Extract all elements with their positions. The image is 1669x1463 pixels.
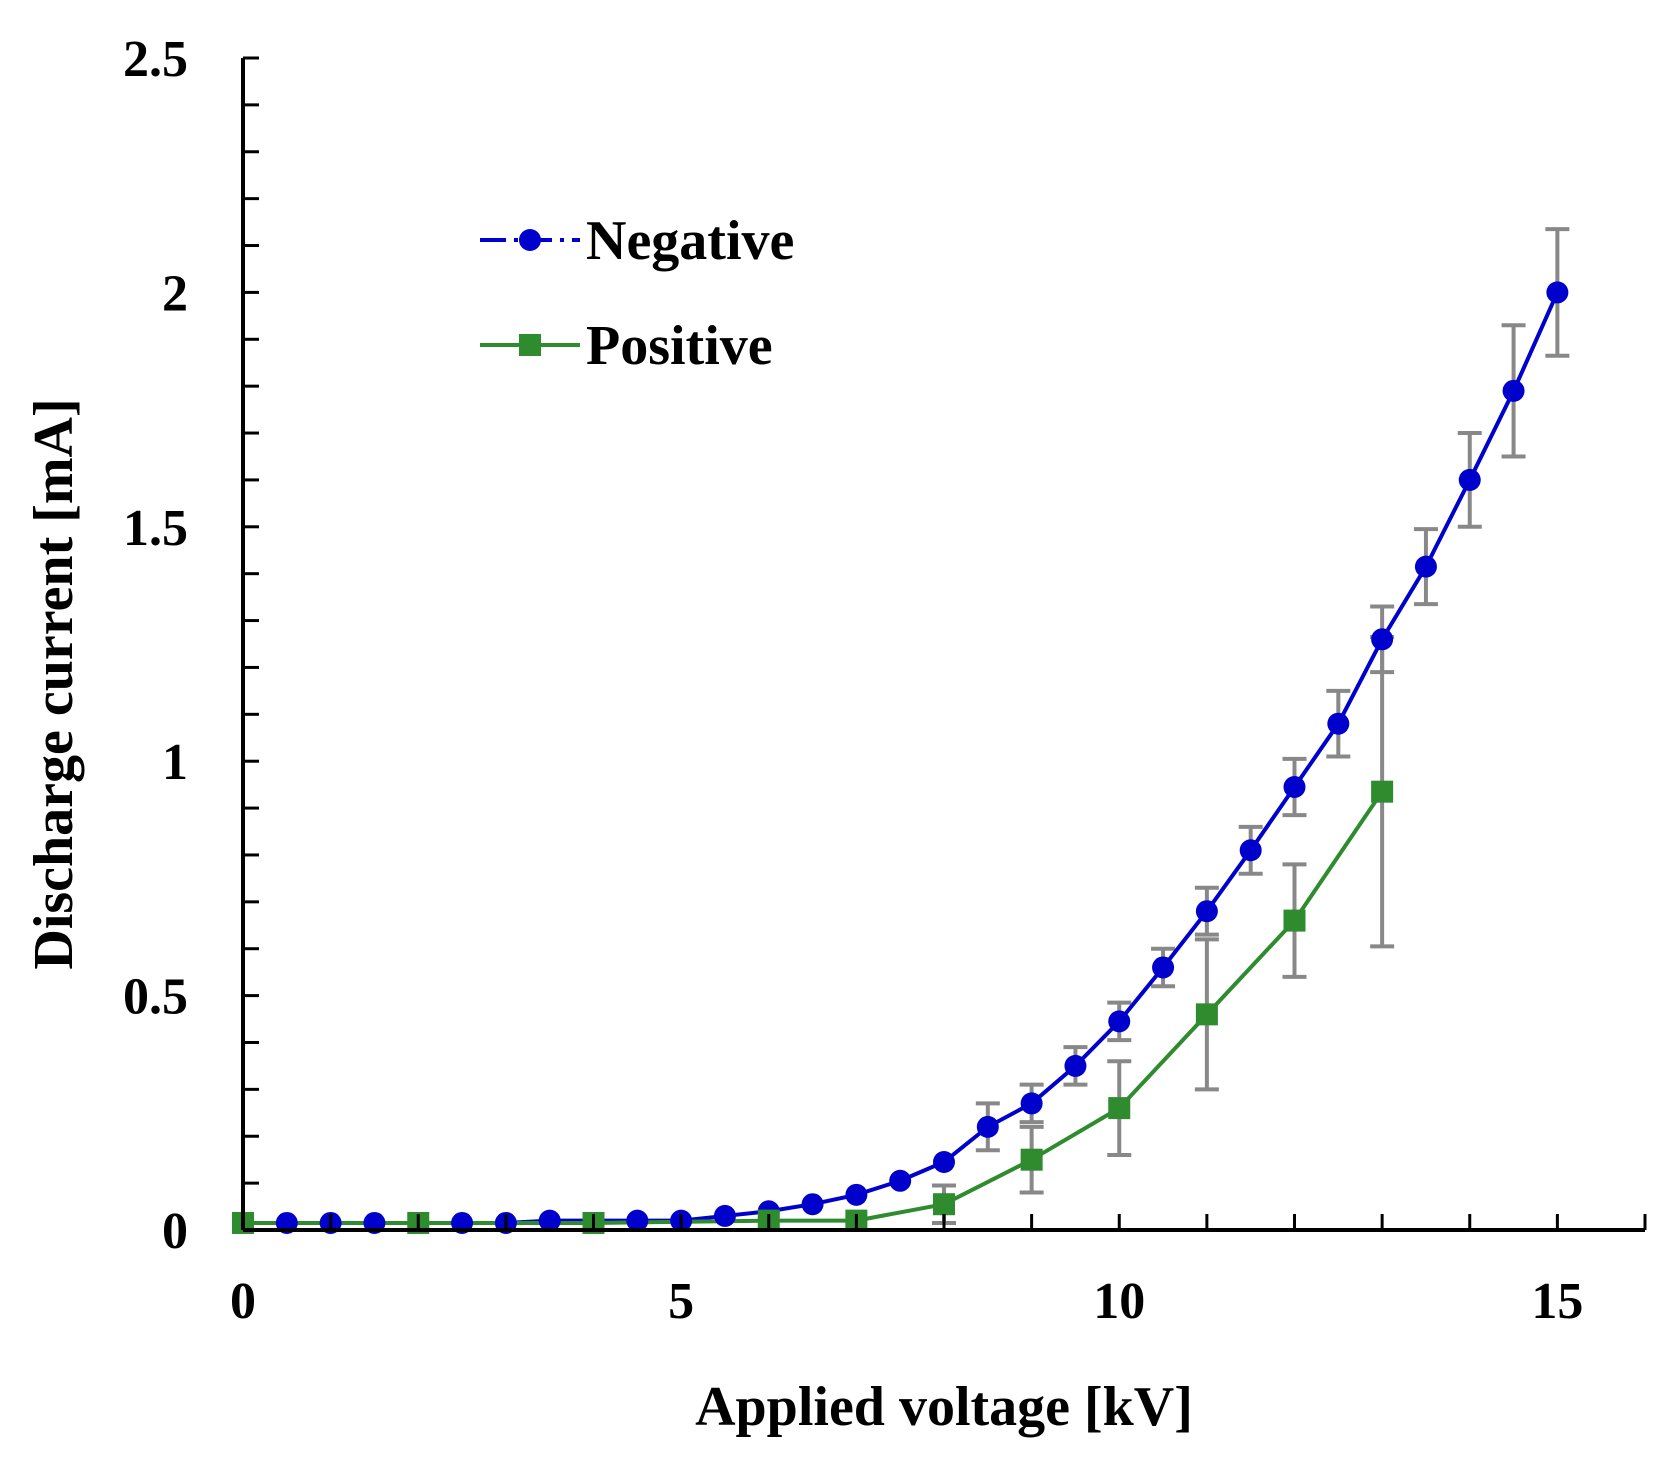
x-axis-title: Applied voltage [kV] bbox=[695, 1376, 1193, 1438]
negative-series-line bbox=[286, 291, 1560, 1225]
negative-point bbox=[538, 1209, 561, 1232]
negative-point bbox=[1327, 712, 1350, 735]
error-bars bbox=[932, 227, 1570, 1225]
negative-point bbox=[1546, 281, 1569, 304]
tick-labels: 0 0.5 1 1.5 2 2.5 0 5 10 15 bbox=[123, 31, 1583, 1330]
y-tick-label: 2.5 bbox=[123, 31, 188, 88]
positive-legend-label: Positive bbox=[586, 315, 773, 377]
x-tick-label: 15 bbox=[1531, 1273, 1583, 1330]
negative-point bbox=[1239, 839, 1262, 862]
negative-point bbox=[626, 1209, 649, 1232]
negative-point bbox=[1502, 379, 1525, 402]
negative-point bbox=[1108, 1010, 1131, 1033]
y-tick-label: 0 bbox=[162, 1203, 188, 1260]
negative-point bbox=[1371, 628, 1394, 651]
negative-point bbox=[1195, 900, 1218, 923]
y-tick-label: 2 bbox=[162, 265, 188, 322]
negative-legend-marker bbox=[519, 229, 541, 251]
negative-point bbox=[1414, 555, 1437, 578]
positive-point bbox=[1020, 1148, 1043, 1171]
series-markers bbox=[232, 281, 1569, 1234]
y-tick-label: 1.5 bbox=[123, 500, 188, 557]
negative-point bbox=[976, 1115, 999, 1138]
negative-point bbox=[1458, 468, 1481, 491]
positive-point bbox=[1108, 1097, 1131, 1120]
positive-point bbox=[1195, 1003, 1218, 1026]
negative-point bbox=[1020, 1092, 1043, 1115]
negative-legend-label: Negative bbox=[586, 210, 794, 272]
positive-legend-marker bbox=[519, 334, 541, 356]
y-axis-title: Discharge current [mA] bbox=[23, 398, 85, 969]
series-lines bbox=[243, 291, 1560, 1225]
negative-point bbox=[1152, 956, 1175, 979]
positive-point bbox=[1283, 909, 1306, 932]
negative-point bbox=[889, 1169, 912, 1192]
x-tick-label: 10 bbox=[1093, 1273, 1145, 1330]
negative-point bbox=[1283, 775, 1306, 798]
negative-point bbox=[713, 1204, 736, 1227]
axes bbox=[241, 56, 1647, 1232]
negative-point bbox=[1064, 1054, 1087, 1077]
negative-point bbox=[801, 1193, 824, 1216]
y-tick-label: 1 bbox=[162, 734, 188, 791]
positive-point bbox=[933, 1193, 955, 1216]
negative-point bbox=[845, 1183, 868, 1206]
x-tick-label: 5 bbox=[668, 1273, 694, 1330]
legend: Negative Positive bbox=[480, 210, 794, 377]
positive-point bbox=[1371, 780, 1394, 803]
x-tick-label: 0 bbox=[230, 1273, 256, 1330]
y-tick-label: 0.5 bbox=[123, 969, 188, 1026]
negative-point bbox=[933, 1151, 955, 1174]
